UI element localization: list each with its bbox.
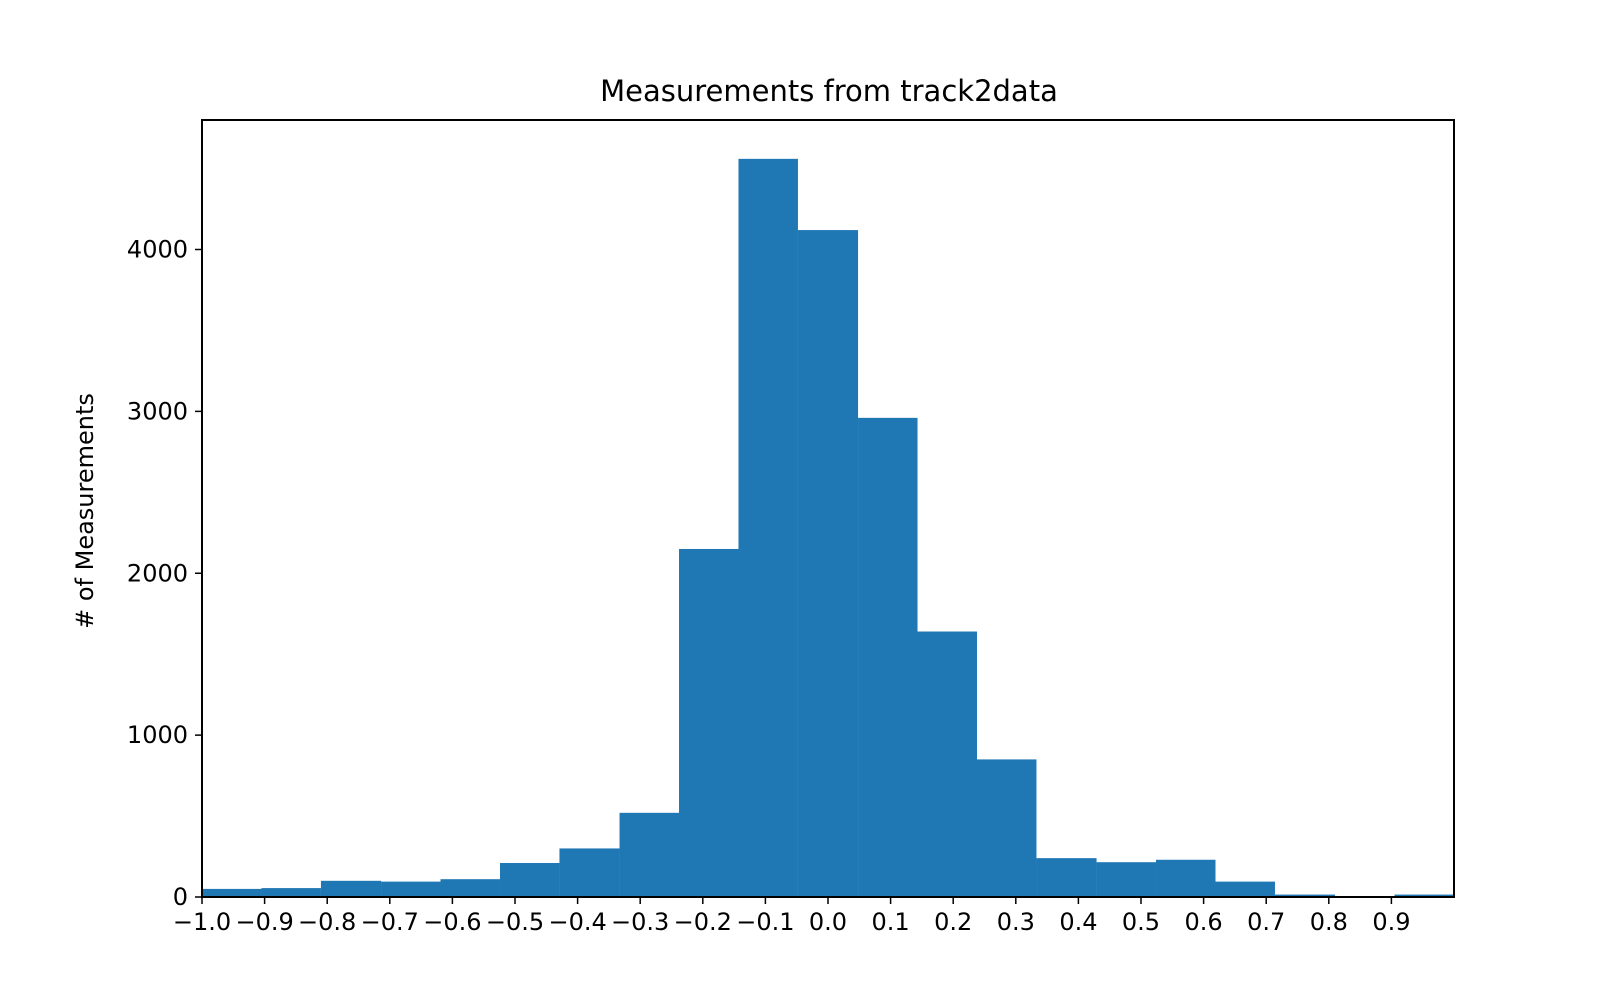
histogram-bar [1156, 859, 1216, 897]
histogram-bar [797, 230, 859, 897]
x-tick-label: −0.3 [611, 908, 669, 936]
histogram-bar [499, 863, 560, 897]
plot-frame [201, 119, 1455, 898]
x-tick-label: −0.4 [548, 908, 606, 936]
x-tick-label: 0.1 [872, 908, 910, 936]
x-tick-label: −0.7 [361, 908, 419, 936]
x-tick-label: −1.0 [173, 908, 231, 936]
y-tick-label: 2000 [127, 559, 188, 587]
x-tick-label: 0.6 [1185, 908, 1223, 936]
histogram-bar [619, 812, 680, 897]
y-axis-label: # of Measurements [71, 393, 99, 629]
x-tick-label: 0.3 [997, 908, 1035, 936]
x-tick-label: −0.9 [235, 908, 293, 936]
y-tick-label: 3000 [127, 397, 188, 425]
histogram-bar [320, 880, 382, 897]
y-axis-ticks: 0 1000 2000 3000 4000 [127, 236, 202, 911]
bars-group [202, 158, 1454, 898]
histogram-bar [1394, 894, 1454, 897]
x-tick-label: 0.5 [1122, 908, 1160, 936]
histogram-bar [381, 881, 441, 897]
x-tick-label: 0.8 [1310, 908, 1348, 936]
histogram-bar [858, 417, 918, 897]
y-tick-label: 1000 [127, 721, 188, 749]
y-tick-label: 4000 [127, 236, 188, 264]
y-tick-label: 0 [173, 883, 188, 911]
x-tick-label: −0.5 [486, 908, 544, 936]
x-tick-label: −0.1 [736, 908, 794, 936]
histogram-bar [202, 888, 262, 897]
x-tick-label: 0.0 [809, 908, 847, 936]
x-tick-label: −0.2 [674, 908, 732, 936]
histogram-bar [679, 548, 739, 897]
histogram-bar [1096, 862, 1157, 897]
x-tick-label: −0.6 [423, 908, 481, 936]
histogram-bar [261, 888, 321, 897]
histogram-bar [738, 158, 798, 898]
x-tick-label: −0.8 [298, 908, 356, 936]
histogram-bar [1036, 858, 1097, 897]
histogram-bar [917, 631, 977, 897]
x-tick-label: 0.9 [1372, 908, 1410, 936]
histogram-bar [559, 848, 620, 897]
histogram-bar [1215, 881, 1275, 897]
histogram-bar [976, 759, 1037, 897]
chart-title: Measurements from track2data [600, 74, 1058, 108]
x-tick-label: 0.7 [1247, 908, 1285, 936]
histogram-bar [440, 879, 500, 897]
x-tick-label: 0.4 [1059, 908, 1097, 936]
x-axis-ticks: −1.0 −0.9 −0.8 −0.7 −0.6 −0.5 −0.4 −0.3 −0.2 −0.1… [173, 897, 1410, 936]
x-tick-label: 0.2 [934, 908, 972, 936]
histogram-bar [1274, 894, 1336, 897]
